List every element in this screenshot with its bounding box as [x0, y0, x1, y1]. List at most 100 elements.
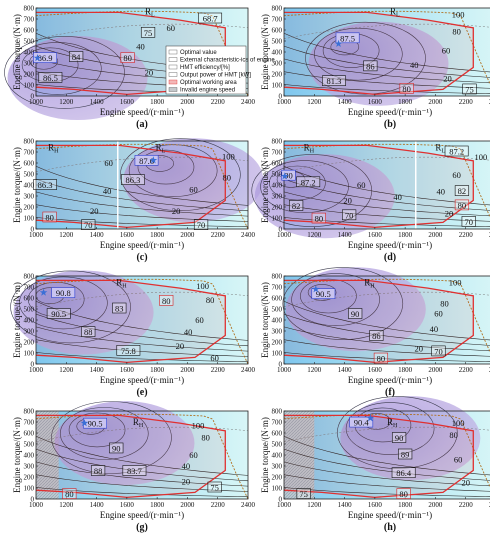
power-value-label: 20	[145, 67, 154, 77]
power-value-label: 100	[452, 10, 465, 20]
efficiency-value-label: 86.5	[43, 73, 58, 83]
power-contour	[35, 326, 249, 352]
value-box	[81, 326, 96, 337]
efficiency-contour	[51, 401, 172, 474]
legend-entry: Output power of HMT [kW]	[180, 73, 251, 79]
value-box	[348, 308, 363, 319]
y-tick-label: 800	[272, 138, 283, 146]
y-tick-label: 700	[24, 16, 35, 24]
y-tick-label: 200	[272, 474, 283, 482]
y-tick-label: 100	[24, 82, 35, 90]
value-box	[399, 83, 414, 94]
efficiency-contour	[10, 270, 131, 344]
y-tick-label: 800	[24, 408, 35, 416]
legend-entry: Optimal value	[180, 50, 217, 56]
y-axis-label: Engine torque/(N·m)	[12, 417, 22, 493]
power-value-label: 40	[103, 186, 112, 196]
efficiency-value-label: 70	[197, 220, 206, 230]
x-tick-label: 2200	[211, 366, 226, 374]
power-value-label: 60	[454, 454, 463, 464]
value-box	[193, 219, 209, 230]
value-box	[335, 32, 360, 44]
x-tick-label: 1400	[338, 231, 353, 239]
y-tick-label: 0	[31, 361, 35, 369]
y-tick-label: 200	[24, 204, 35, 212]
power-contour	[35, 461, 249, 487]
y-tick-label: 800	[24, 273, 35, 281]
legend-entry: Optimal working area	[180, 80, 237, 86]
optimal-working-area	[283, 144, 474, 229]
external-characteristic-line	[283, 10, 490, 85]
power-contour	[283, 84, 490, 94]
value-box	[396, 488, 411, 499]
y-tick-label: 800	[24, 138, 35, 146]
region-label: RH	[116, 278, 127, 290]
panel-label: (d)	[384, 252, 396, 263]
panel-b: 1000120014001600180020002200240001002003…	[260, 5, 490, 130]
value-box	[454, 185, 470, 196]
power-value-label: 40	[182, 461, 191, 471]
efficiency-value-label: 68.7	[203, 14, 218, 24]
power-contour	[35, 436, 249, 476]
optimal-working-area	[283, 414, 474, 499]
power-value-label: 60	[357, 180, 366, 190]
y-axis-label: Engine torque/(N·m)	[12, 282, 22, 358]
efficiency-contour	[307, 284, 337, 301]
power-value-label: 20	[445, 209, 454, 219]
y-tick-label: 400	[24, 317, 35, 325]
power-contour	[283, 178, 490, 211]
power-value-label: 20	[90, 206, 99, 216]
y-tick-label: 0	[279, 496, 283, 504]
power-value-label: 100	[196, 281, 209, 291]
efficiency-value-label: 86.4	[396, 468, 412, 478]
power-value-label: 60	[189, 450, 198, 460]
panel-c: 1000 1200 1400 1600 1800 2000 2200 2400 0 100 200 3…	[12, 138, 264, 263]
x-tick-label: 2400	[241, 98, 256, 106]
optimal-point-marker	[149, 156, 158, 164]
optimal-working-area	[35, 144, 226, 229]
optimal-working-area	[35, 414, 226, 499]
panel-label: (e)	[136, 387, 147, 398]
value-box	[207, 481, 222, 493]
power-value-label: 80	[206, 295, 215, 305]
efficiency-value-label: 70	[464, 217, 473, 227]
value-box	[62, 488, 77, 499]
efficiency-contour	[305, 21, 426, 95]
y-tick-label: 0	[279, 361, 283, 369]
y-tick-label: 500	[272, 306, 283, 314]
y-tick-label: 100	[24, 215, 35, 223]
efficiency-value-label: 75	[299, 489, 308, 499]
value-box	[112, 302, 127, 314]
panel-a: 1000 1200 1400 1600 1800 2000 2200 2400 0 100 200 3…	[4, 5, 275, 130]
y-tick-label: 500	[24, 171, 35, 179]
efficiency-value-label: 90	[284, 171, 293, 181]
x-tick-label: 2400	[241, 366, 256, 374]
x-tick-label: 2200	[459, 366, 474, 374]
y-tick-label: 400	[272, 317, 283, 325]
x-tick-label: 2200	[459, 98, 474, 106]
value-box	[122, 465, 147, 476]
x-tick-label: 1000	[277, 366, 292, 374]
x-tick-label: 2000	[180, 366, 195, 374]
value-box	[444, 145, 469, 157]
efficiency-value-label: 80	[45, 213, 54, 223]
x-axis-label: Engine speed/(r·min⁻¹)	[100, 510, 184, 520]
x-tick-label: 1000	[277, 231, 292, 239]
efficiency-region	[285, 267, 426, 352]
region-label: RH	[48, 143, 59, 155]
efficiency-value-label: 87.6	[139, 156, 154, 166]
power-value-label: 100	[449, 278, 462, 288]
efficiency-contour	[19, 276, 108, 330]
efficiency-value-label: 70	[345, 210, 354, 220]
y-tick-label: 400	[24, 49, 35, 57]
x-tick-label: 2400	[241, 501, 256, 509]
y-tick-label: 300	[24, 463, 35, 471]
x-tick-label: 1600	[120, 501, 135, 509]
panel-label: (c)	[136, 252, 147, 263]
power-value-label: 80	[201, 432, 210, 442]
value-box	[120, 52, 135, 63]
power-value-label: 100	[222, 151, 235, 161]
y-tick-label: 200	[272, 339, 283, 347]
x-tick-label: 1600	[120, 98, 135, 106]
power-value-label: 40	[393, 192, 402, 202]
